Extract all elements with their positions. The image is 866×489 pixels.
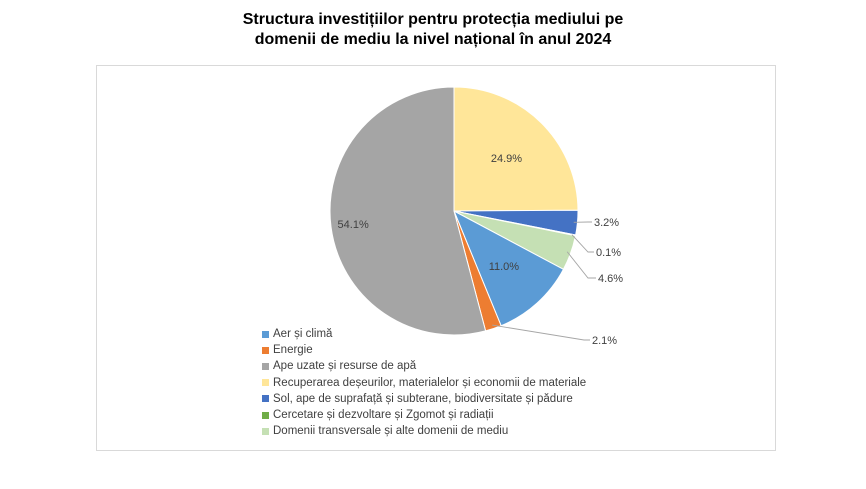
data-label: 0.1% (596, 247, 621, 259)
legend-swatch (262, 395, 269, 403)
leader-line (492, 324, 590, 341)
legend-swatch (262, 346, 269, 354)
pie-slice (453, 209, 565, 327)
chart-title-line-1: Structura investițiilor pentru protecția… (242, 11, 624, 28)
legend-item: Recuperarea deșeurilor, materialelor și … (262, 375, 586, 391)
leader-line (571, 234, 594, 253)
data-label: 4.6% (598, 273, 623, 285)
legend-label: Energie (273, 344, 313, 357)
legend-item: Domenii transversale și alte domenii de … (262, 423, 586, 439)
legend-swatch (262, 330, 269, 338)
chart-title-line-2: domenii de mediu la nivel național în an… (254, 31, 612, 48)
data-label: 2.1% (592, 335, 617, 347)
legend-item: Cercetare și dezvoltare și Zgomot și rad… (262, 407, 586, 423)
legend-label: Recuperarea deșeurilor, materialelor și … (273, 376, 587, 389)
legend-item: Aer și climă (262, 326, 586, 342)
legend-swatch (262, 411, 269, 419)
chart-title: Structura investițiilor pentru protecția… (0, 10, 866, 50)
legend-label: Cercetare și dezvoltare și Zgomot și rad… (273, 408, 494, 421)
legend-label: Domenii transversale și alte domenii de … (273, 425, 509, 438)
leader-line (566, 251, 596, 279)
legend-item: Ape uzate și resurse de apă (262, 358, 586, 374)
pie-slice (329, 86, 487, 336)
legend-item: Sol, ape de suprafață și subterane, biod… (262, 391, 586, 407)
legend-label: Sol, ape de suprafață și subterane, biod… (273, 392, 573, 405)
data-labels: 24.9% 3.2% 0.1% 4.6% 11.0% 2.1% 54.1% (338, 153, 624, 347)
legend: Aer și climă Energie Ape uzate și resurse … (262, 326, 586, 439)
legend-swatch (262, 379, 269, 387)
legend-swatch (262, 362, 269, 370)
legend-item: Energie (262, 342, 586, 358)
data-label: 3.2% (594, 217, 619, 229)
leader-lines (492, 221, 596, 341)
data-label: 11.0% (489, 261, 520, 273)
pie-slices (329, 86, 579, 336)
pie-slice (453, 86, 579, 212)
data-label: 24.9% (491, 153, 522, 165)
legend-label: Aer și climă (273, 328, 333, 340)
legend-label: Ape uzate și resurse de apă (273, 360, 417, 373)
data-label: 54.1% (338, 219, 369, 231)
legend-swatch (262, 427, 269, 435)
